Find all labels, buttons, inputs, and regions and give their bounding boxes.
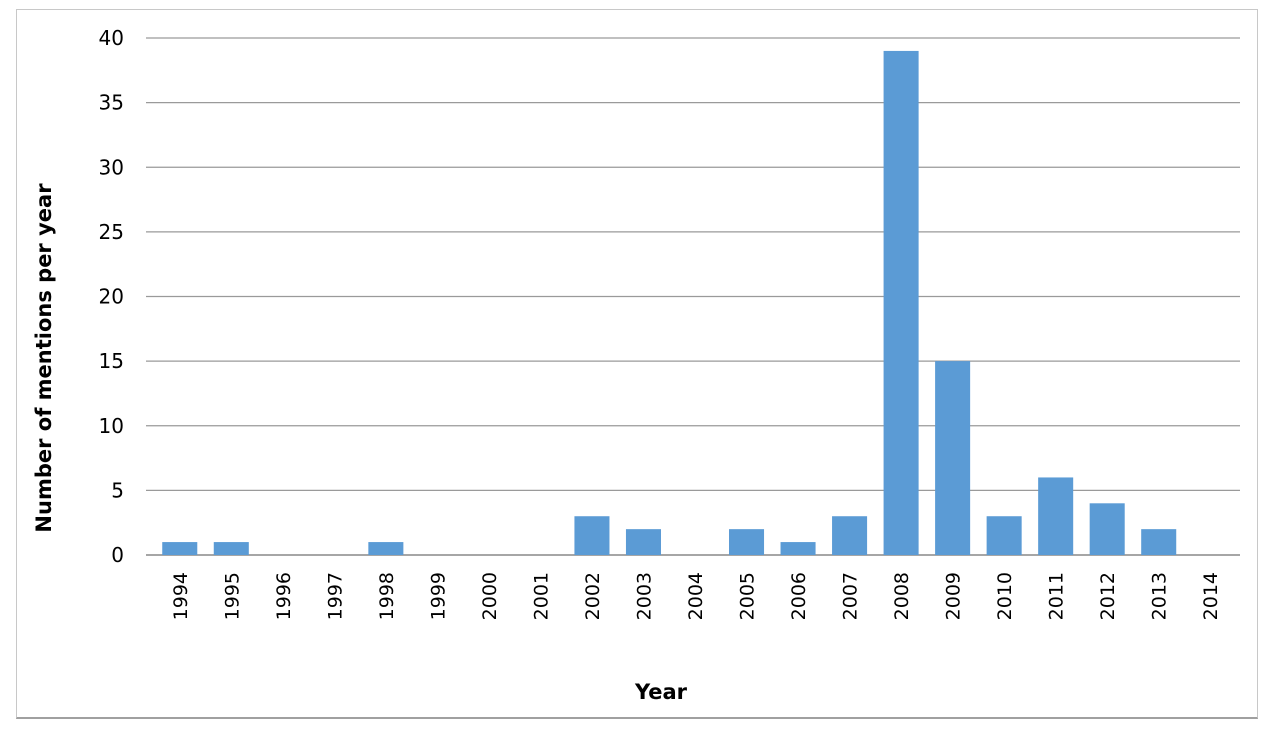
- y-tick-label: 5: [111, 478, 124, 502]
- bar: [883, 50, 919, 556]
- bar: [213, 542, 249, 555]
- bar: [574, 516, 610, 555]
- y-tick-label: 40: [99, 26, 124, 50]
- bar: [1089, 503, 1125, 555]
- x-tick-label: 2009: [943, 572, 965, 620]
- x-tick-label: 2001: [530, 572, 552, 620]
- x-tick-label: 1997: [324, 572, 346, 620]
- x-tick-label: 2013: [1149, 572, 1171, 620]
- y-tick-label: 10: [99, 414, 124, 438]
- x-tick-label: 1999: [427, 572, 449, 620]
- x-tick-label: 2000: [479, 572, 501, 620]
- y-axis-title: Number of mentions per year: [32, 183, 56, 533]
- bar: [729, 529, 765, 555]
- bar: [1038, 477, 1074, 555]
- x-tick-label: 2002: [582, 572, 604, 620]
- x-tick-label: 2005: [737, 572, 759, 620]
- x-tick-label: 1996: [273, 572, 295, 620]
- x-tick-label: 2008: [891, 572, 913, 620]
- x-tick-label: 1995: [221, 572, 243, 620]
- bar: [1141, 529, 1177, 555]
- x-tick-label: 2003: [633, 572, 655, 620]
- y-tick-labels: 0 5 10 15 20 25 30 35 40: [99, 26, 124, 567]
- x-tick-label: 2007: [840, 572, 862, 620]
- y-tick-label: 30: [99, 155, 124, 179]
- bars: [162, 50, 1177, 556]
- y-tick-label: 0: [111, 543, 124, 567]
- x-tick-label: 2004: [685, 572, 707, 620]
- y-tick-label: 20: [99, 285, 124, 309]
- x-axis-title: Year: [634, 680, 688, 704]
- bar: [986, 516, 1022, 555]
- x-tick-label: 2010: [994, 572, 1016, 620]
- bar: [780, 542, 816, 555]
- x-tick-label: 1994: [170, 572, 192, 620]
- bar: [625, 529, 661, 555]
- x-tick-label: 2006: [788, 572, 810, 620]
- bar: [935, 361, 971, 555]
- bar: [368, 542, 404, 555]
- x-tick-label: 2011: [1046, 572, 1068, 620]
- x-tick-label: 1998: [376, 572, 398, 620]
- bar: [832, 516, 868, 555]
- x-tick-label: 2012: [1097, 572, 1119, 620]
- y-tick-label: 25: [99, 220, 124, 244]
- bar: [162, 542, 198, 555]
- chart-frame: [16, 9, 1258, 719]
- x-tick-label: 2014: [1200, 572, 1222, 620]
- y-tick-label: 15: [99, 349, 124, 373]
- y-tick-label: 35: [99, 91, 124, 115]
- x-tick-labels: 1994 1995 1996 1997 1998 1999 2000 2001 2002 2003…: [170, 572, 1222, 620]
- gridlines: [146, 37, 1240, 556]
